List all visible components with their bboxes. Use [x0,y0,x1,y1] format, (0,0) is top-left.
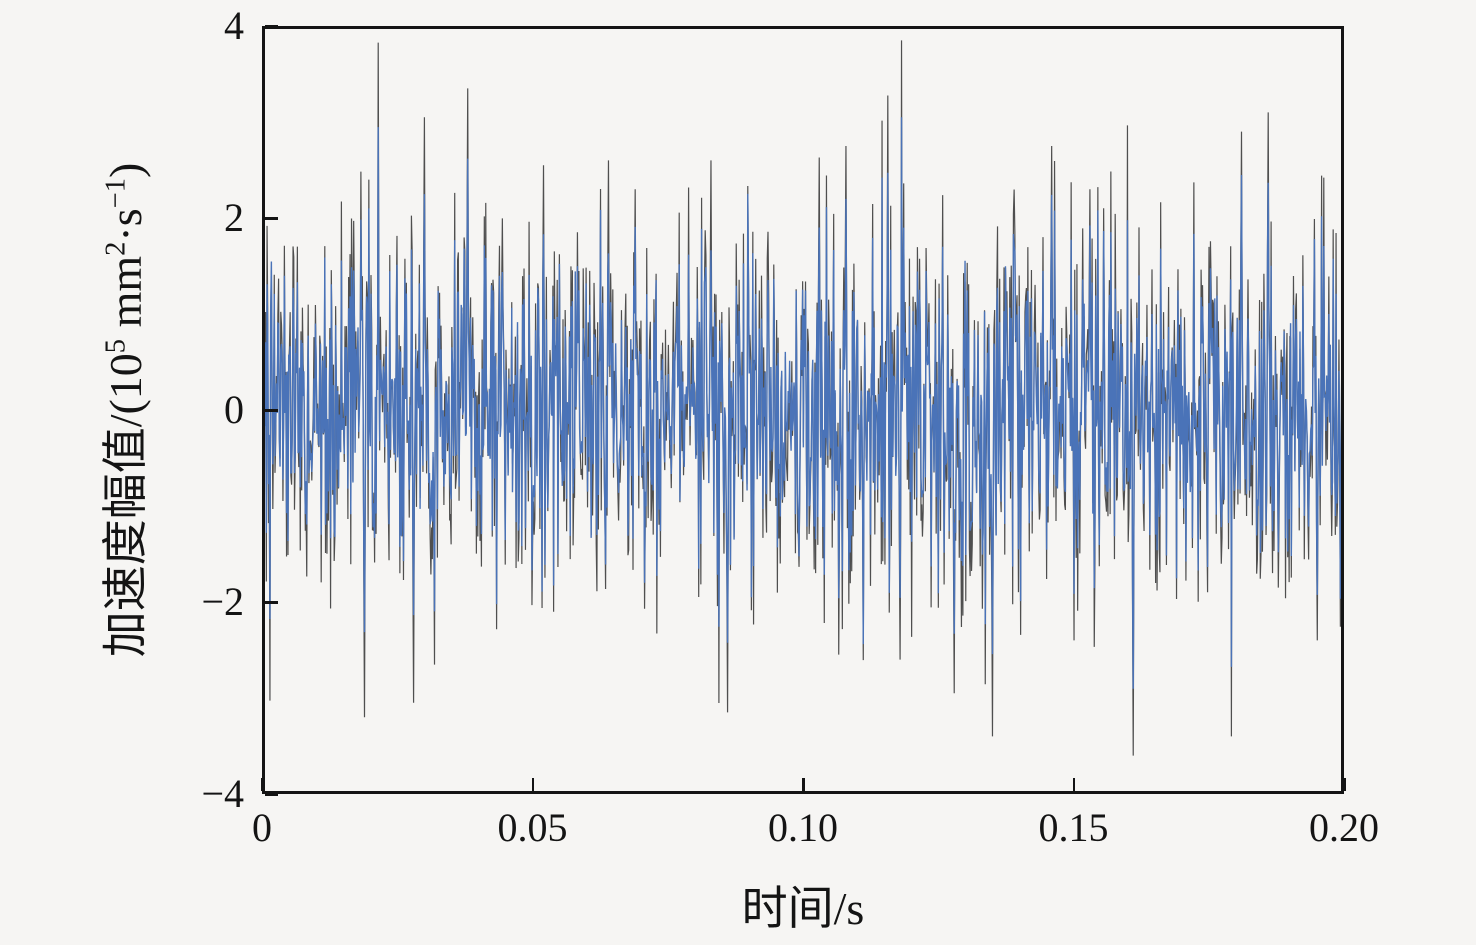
y-tick-label: 0 [224,387,244,432]
y-tick-mark [265,601,278,604]
y-tick-label: 4 [224,3,244,48]
y-tick-label: −4 [201,771,244,816]
signal-plot [262,40,1344,756]
plot-frame [262,26,1344,794]
x-tick-label: 0.10 [768,805,838,850]
y-title-superscript: −1 [100,178,132,209]
y-tick-label: 2 [224,195,244,240]
x-tick-label: 0.15 [1038,805,1109,850]
x-tick-label: 0 [252,805,272,850]
y-title-part: mm [100,255,151,339]
y-tick-label: −2 [201,579,244,624]
y-title-part: 加速度幅值/(10 [100,353,151,658]
y-title-superscript: 2 [100,241,132,256]
y-tick-mark [265,409,278,412]
x-tick-mark [261,778,264,791]
x-tick-mark [1343,778,1346,791]
x-axis-title: 时间/s [741,883,865,934]
x-tick-mark [1072,778,1075,791]
overlay-signal-line [262,117,1344,689]
x-tick-label: 0.20 [1309,805,1379,850]
y-tick-mark [265,25,278,28]
x-tick-mark [531,778,534,791]
y-tick-mark [265,217,278,220]
x-tick-mark [802,778,805,791]
y-tick-mark [265,793,278,796]
y-title-part: ) [100,162,151,179]
y-title-superscript: 5 [100,338,132,354]
y-axis-title: 加速度幅值/(105 mm2·s−1) [89,163,155,658]
x-tick-label: 0.05 [497,805,568,850]
y-title-part: ·s [100,208,151,242]
